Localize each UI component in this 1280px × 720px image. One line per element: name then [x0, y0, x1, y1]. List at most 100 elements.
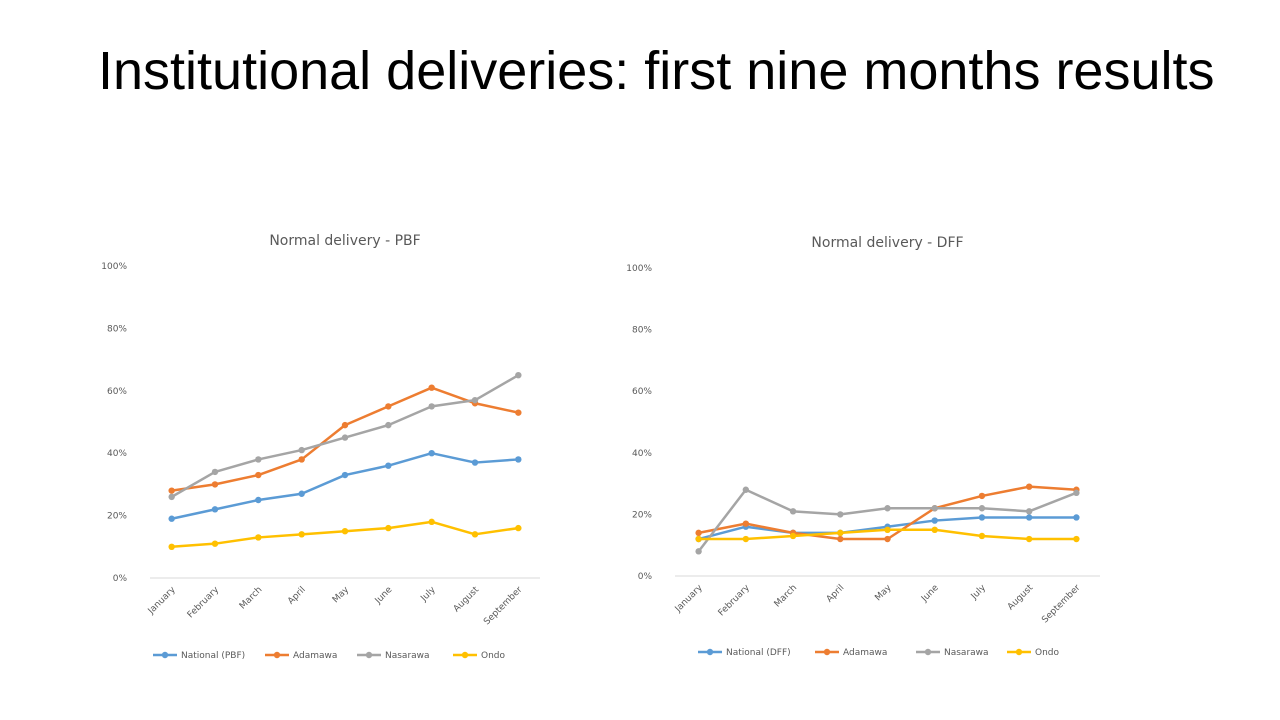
- data-point: [341, 471, 349, 479]
- data-point: [515, 409, 522, 416]
- series-ondo: [695, 526, 1080, 543]
- x-tick-label: February: [186, 585, 222, 621]
- x-tick-label: August: [1006, 583, 1036, 613]
- data-point: [742, 520, 750, 527]
- data-point: [298, 531, 305, 538]
- data-point: [515, 372, 522, 379]
- data-point: [255, 471, 262, 479]
- x-tick-label: April: [825, 583, 847, 605]
- data-point: [884, 526, 891, 533]
- data-point: [515, 456, 522, 463]
- legend-entry: National (DFF): [698, 648, 791, 658]
- data-point: [211, 506, 219, 513]
- data-point: [1025, 535, 1033, 543]
- x-tick-label: September: [482, 585, 524, 627]
- data-point: [789, 508, 797, 515]
- data-point: [978, 492, 986, 500]
- y-tick-label: 0%: [113, 574, 128, 584]
- legend-label: National (PBF): [181, 651, 245, 661]
- legend-label: Ondo: [1035, 648, 1060, 658]
- legend-marker: [924, 648, 932, 656]
- data-point: [695, 535, 702, 543]
- data-point: [211, 540, 219, 547]
- data-point: [168, 543, 175, 550]
- x-tick-label: March: [773, 583, 799, 609]
- legend-entry: Adamawa: [815, 648, 887, 658]
- legend-label: Nasarawa: [385, 651, 430, 661]
- legend-label: Adamawa: [843, 648, 887, 658]
- data-point: [428, 450, 435, 457]
- legend-marker: [365, 651, 373, 659]
- data-point: [428, 518, 435, 526]
- chart-svg: Normal delivery - DFF 0% 20% 40% 60% 80% 100% J…: [626, 235, 1100, 658]
- data-point: [255, 496, 262, 504]
- data-point: [837, 529, 844, 537]
- legend-entry: Adamawa: [265, 651, 337, 661]
- data-point: [695, 529, 702, 537]
- data-point: [471, 459, 479, 466]
- data-point: [1025, 514, 1033, 521]
- data-point: [298, 446, 305, 454]
- data-point: [742, 486, 750, 493]
- data-point: [884, 535, 891, 543]
- x-tick-label: June: [373, 585, 395, 607]
- series-line: [171, 451, 519, 520]
- y-tick-label: 80%: [632, 326, 652, 336]
- data-point: [695, 548, 702, 555]
- legend-marker: [461, 651, 469, 659]
- chart-title: Normal delivery - DFF: [811, 235, 963, 251]
- data-point: [385, 421, 392, 429]
- x-tick-label: September: [1040, 583, 1082, 625]
- data-point: [385, 524, 392, 532]
- y-tick-label: 100%: [101, 262, 127, 272]
- chart-normal-delivery-dff: Normal delivery - DFF 0% 20% 40% 60% 80% 100% J…: [620, 222, 1110, 672]
- y-tick-label: 0%: [638, 572, 653, 582]
- data-point: [978, 514, 986, 521]
- data-point: [1073, 535, 1080, 543]
- data-point: [515, 524, 522, 532]
- legend-label: National (DFF): [726, 648, 791, 658]
- data-point: [385, 462, 392, 469]
- slide-title: Institutional deliveries: first nine mon…: [98, 41, 1215, 101]
- data-point: [255, 456, 262, 463]
- data-point: [298, 456, 305, 463]
- legend-label: Ondo: [481, 651, 506, 661]
- data-point: [978, 532, 986, 540]
- x-tick-label: June: [919, 583, 941, 605]
- legend-marker: [273, 651, 281, 659]
- legend-marker: [823, 648, 831, 656]
- data-point: [931, 517, 938, 524]
- data-point: [341, 434, 349, 441]
- series-national-pbf: [168, 450, 522, 522]
- y-tick-label: 40%: [107, 449, 127, 459]
- data-point: [471, 396, 479, 404]
- data-point: [298, 490, 305, 497]
- data-point: [255, 534, 262, 541]
- legend-label: Nasarawa: [944, 648, 989, 658]
- y-tick-label: 40%: [632, 449, 652, 459]
- data-point: [168, 515, 175, 522]
- data-point: [471, 531, 479, 538]
- x-tick-label: May: [873, 583, 894, 604]
- data-point: [341, 528, 349, 535]
- x-tick-label: August: [452, 585, 482, 615]
- series-nasarawa: [168, 372, 522, 501]
- series-nasarawa: [695, 486, 1080, 555]
- data-point: [837, 511, 844, 518]
- data-point: [168, 487, 175, 494]
- x-tick-label: May: [331, 585, 352, 606]
- data-point: [978, 505, 986, 512]
- y-tick-label: 60%: [107, 387, 127, 397]
- data-point: [1025, 508, 1033, 515]
- chart-title: Normal delivery - PBF: [269, 233, 420, 249]
- series-adamawa: [168, 384, 522, 494]
- chart-normal-delivery-pbf: Normal delivery - PBF 0% 20% 40% 60% 80% 100% J…: [95, 222, 550, 672]
- data-point: [931, 505, 938, 512]
- legend-entry: Nasarawa: [357, 651, 430, 661]
- x-tick-label: March: [238, 585, 264, 611]
- x-tick-label: January: [146, 585, 178, 617]
- data-point: [211, 468, 219, 476]
- y-tick-label: 80%: [107, 324, 127, 334]
- data-point: [1073, 514, 1080, 521]
- x-tick-label: July: [969, 583, 989, 603]
